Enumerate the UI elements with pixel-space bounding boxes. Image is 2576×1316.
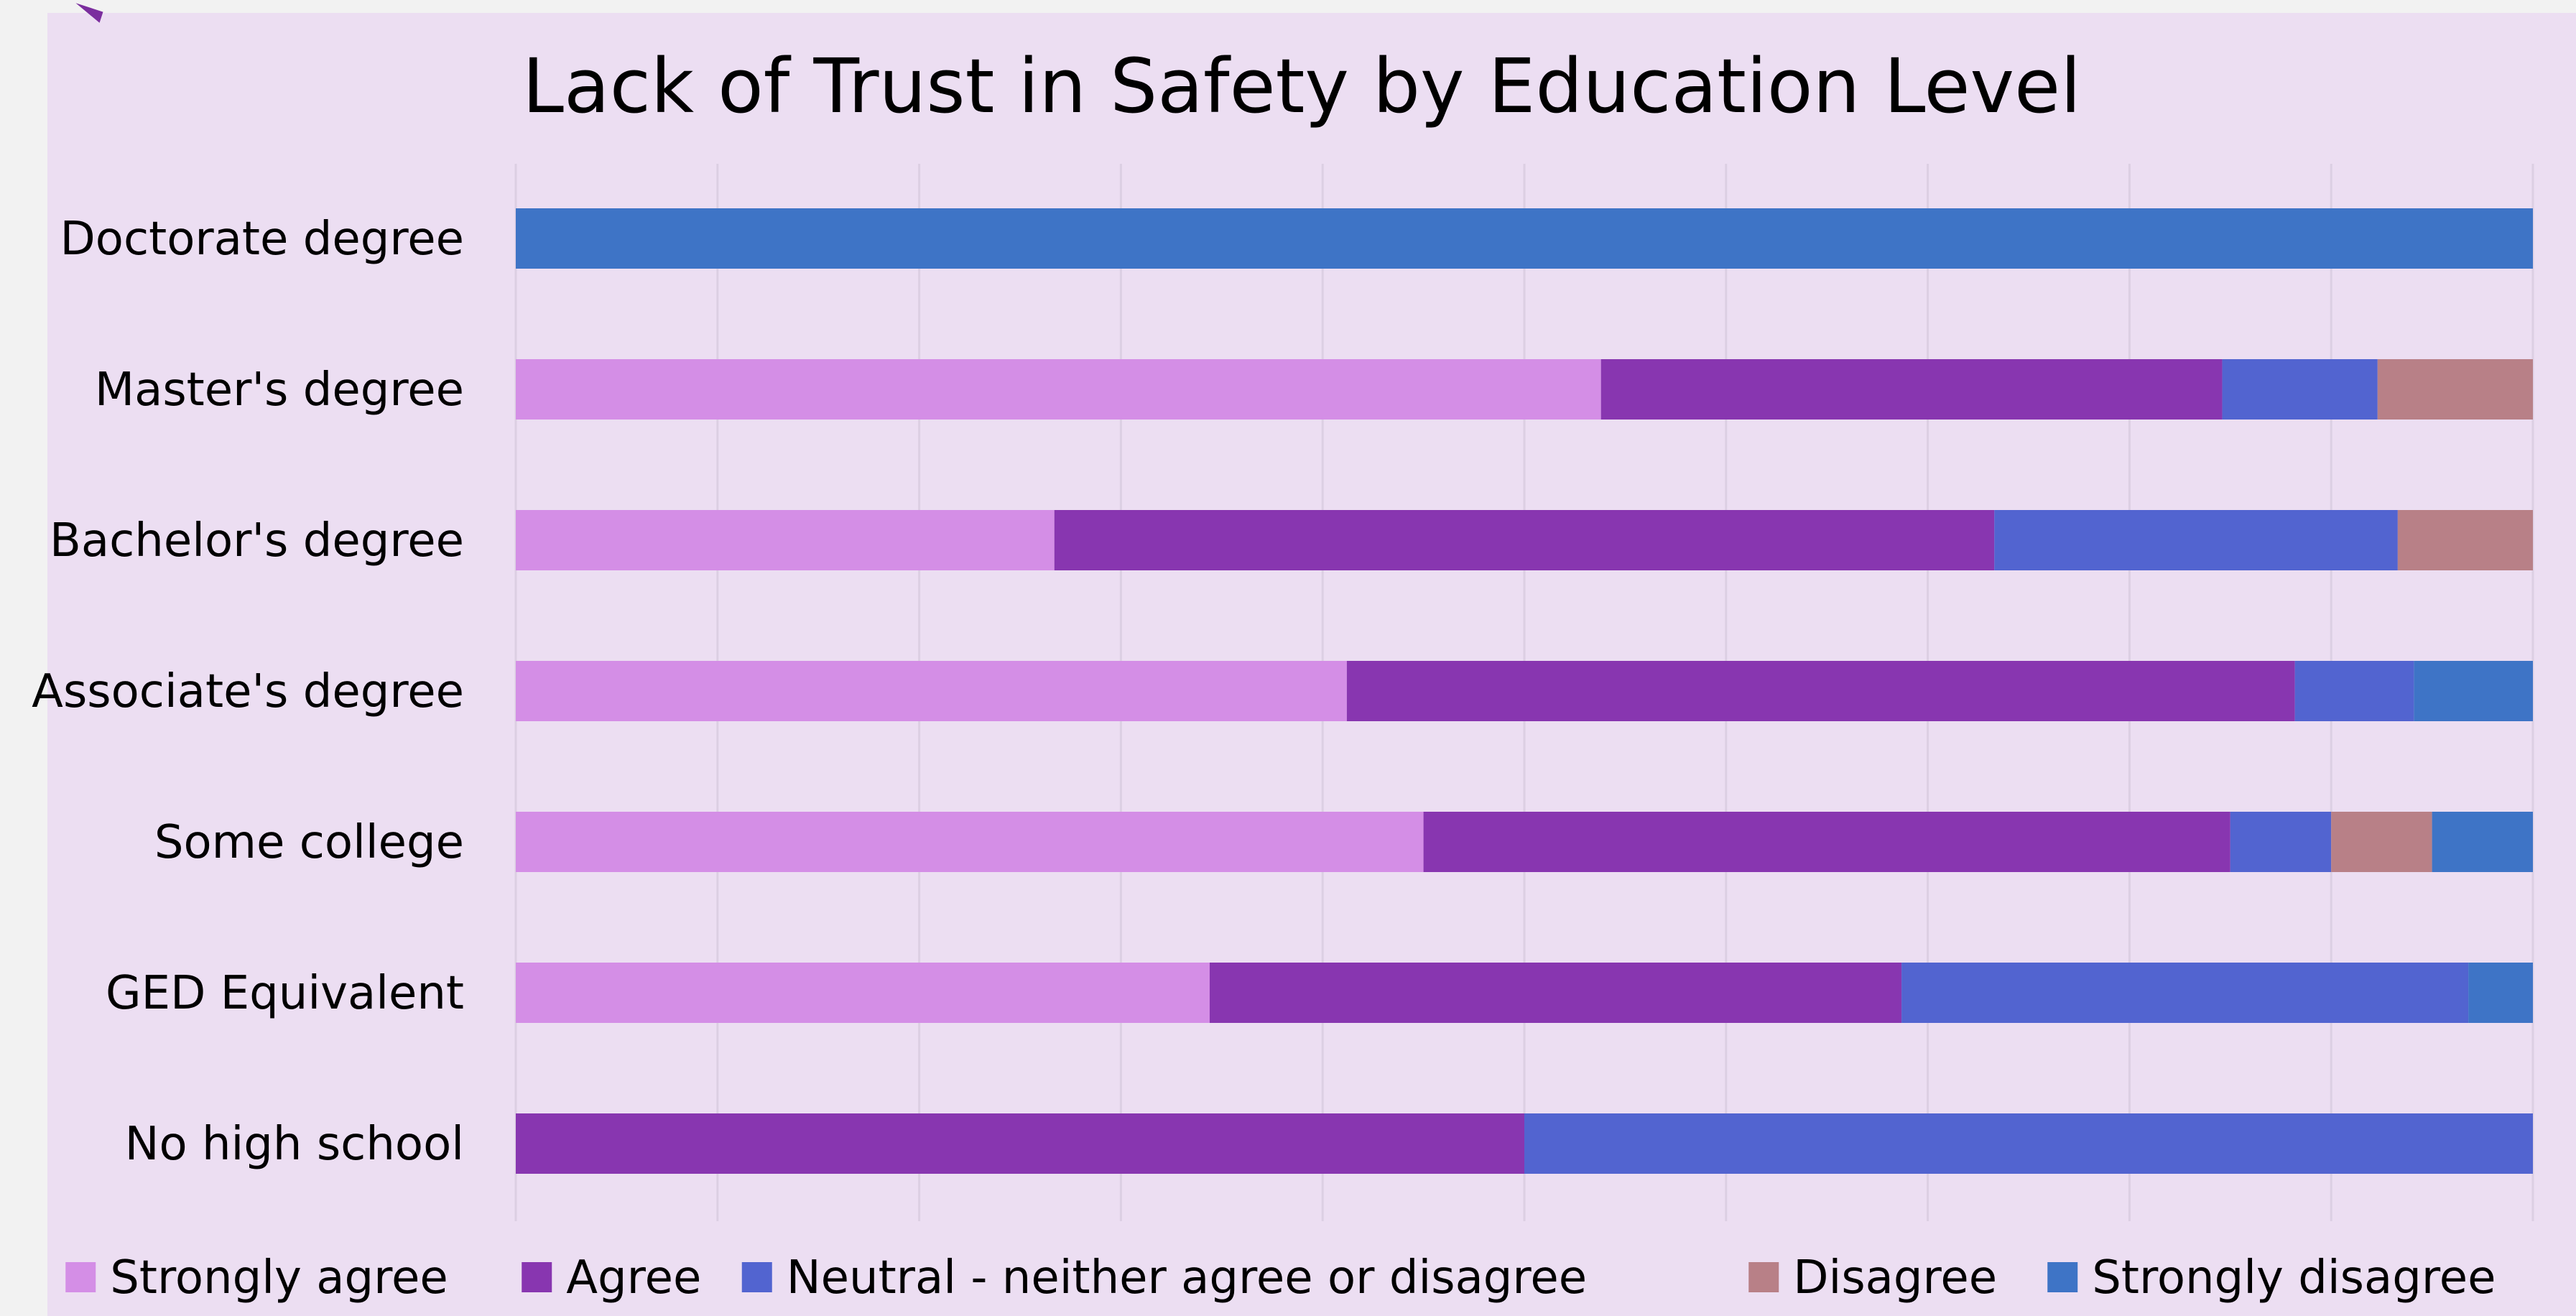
bar-segment <box>1600 359 2223 420</box>
bar-segment <box>516 510 1055 570</box>
bar-segment <box>516 1113 1524 1174</box>
bar-segment <box>516 661 1347 721</box>
chart-title: Lack of Trust in Safety by Education Lev… <box>522 42 2081 130</box>
legend-label: Agree <box>566 1251 701 1305</box>
legend-label: Disagree <box>1793 1251 1997 1305</box>
legend-swatch <box>522 1262 552 1292</box>
bar-segment <box>1994 510 2398 570</box>
legend-label: Neutral - neither agree or disagree <box>787 1251 1587 1305</box>
category-labels: Doctorate degree Master's degree Bachelor'… <box>32 213 464 1171</box>
bar-segment <box>516 359 1601 420</box>
bar-segment <box>1054 510 1995 570</box>
legend-swatch <box>1748 1262 1779 1292</box>
legend-swatch <box>2047 1262 2078 1292</box>
bar-segment <box>2222 359 2378 420</box>
category-label: Some college <box>154 816 464 869</box>
bar-segment <box>1423 812 2230 872</box>
bar-segment <box>1524 1113 2533 1174</box>
bar-segment <box>516 812 1424 872</box>
bar-segment <box>1901 963 2469 1023</box>
bar-segment <box>2294 661 2414 721</box>
category-label: GED Equivalent <box>106 967 464 1020</box>
bar-segment <box>2432 812 2533 872</box>
legend: Strongly agree Agree Neutral - neither agr… <box>65 1251 2496 1305</box>
bar-segment <box>2397 510 2533 570</box>
legend-swatch <box>741 1262 772 1292</box>
bar-segment <box>516 208 2533 269</box>
bar-segment <box>2414 661 2533 721</box>
bar-segment <box>516 963 1210 1023</box>
bar-segment <box>2331 812 2432 872</box>
category-label: Doctorate degree <box>60 213 465 266</box>
category-label: Master's degree <box>95 363 464 417</box>
bar-segment <box>1209 963 1902 1023</box>
bar-segment <box>1346 661 2295 721</box>
legend-swatch <box>65 1262 96 1292</box>
bar-segment <box>2230 812 2332 872</box>
legend-label: Strongly agree <box>110 1251 448 1305</box>
category-label: Associate's degree <box>32 665 464 718</box>
category-label: No high school <box>125 1118 464 1171</box>
bar-segment <box>2377 359 2533 420</box>
category-label: Bachelor's degree <box>50 514 464 567</box>
bar-segment <box>2468 963 2533 1023</box>
legend-label: Strongly disagree <box>2092 1251 2496 1305</box>
bars <box>516 208 2533 1174</box>
